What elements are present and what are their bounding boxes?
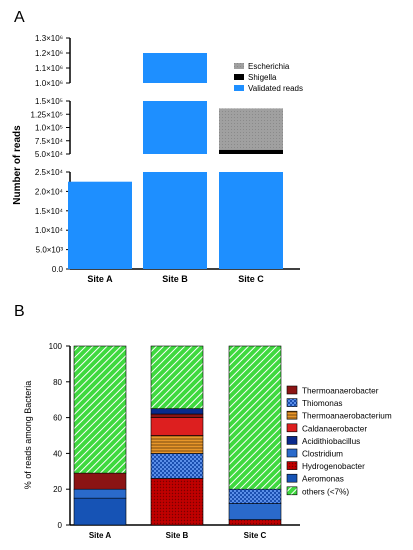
legend-swatch-aeromonas — [286, 473, 298, 483]
panel-a-ylabel: Number of reads — [12, 125, 23, 205]
panel-a-ytick-label: 1.2×10⁶ — [35, 49, 63, 58]
legend-swatch-clostridium — [286, 448, 298, 458]
bar-site-b-validated-reads-mid — [143, 101, 207, 154]
bar-site-c-escherichia — [219, 108, 283, 150]
panel-a-ytick-label: 1.25×10⁵ — [31, 110, 63, 119]
bar-site-b-validated-reads — [143, 172, 207, 269]
legend-swatch-thermoanaerobacterium — [286, 410, 298, 420]
panel-a-bars — [68, 53, 283, 269]
panel-a-ytick-label: 7.5×10⁴ — [35, 137, 64, 146]
legend-label-clostridium: Clostridium — [302, 450, 343, 459]
bar-site-b-hydrogenobacter — [150, 478, 204, 526]
bar-site-b-thermoanaerobacter — [150, 413, 204, 418]
bar-site-c-shigella — [219, 149, 283, 154]
legend-swatch-others-7 — [286, 486, 298, 496]
panel-a-xticks: Site A Site B Site C — [87, 274, 264, 284]
bar-site-b-validated-reads-top — [143, 53, 207, 83]
panel-a-xtick-site-a: Site A — [87, 274, 113, 284]
legend-label-acidithiobacillus: Acidithiobacillus — [302, 437, 360, 446]
panel-a-ytick-label: 2.0×10⁴ — [35, 187, 64, 196]
bar-site-a-others-7 — [73, 345, 127, 474]
panel-a-yticks: 0.0 5.0×10³ 1.0×10⁴ 1.5×10⁴ 2.0×10⁴ 2.5×10⁴ 5.… — [31, 34, 70, 274]
legend-label-escherichia: Escherichia — [248, 62, 290, 71]
panel-a-ytick-label: 1.1×10⁶ — [35, 64, 63, 73]
panel-b-ytick-label: 0 — [58, 521, 63, 530]
panel-b-ytick-label: 100 — [49, 342, 63, 351]
bar-site-a-validated-reads — [68, 181, 132, 269]
panel-a-ytick-label: 0.0 — [52, 265, 64, 274]
panel-b-ytick-label: 80 — [53, 378, 62, 387]
legend-label-caldanaerobacter: Caldanaerobacter — [302, 424, 367, 433]
bar-site-b-thiomonas — [150, 453, 204, 479]
bar-site-b-thermoanaerobacterium — [150, 435, 204, 454]
legend-label-others-7: others (<7%) — [302, 487, 349, 496]
panel-b-xticks: Site A Site B Site C — [89, 531, 267, 540]
legend-swatch-acidithiobacillus — [286, 436, 298, 445]
bar-site-b-others-7 — [150, 345, 204, 409]
legend-swatch-thermoanaerobacter — [286, 385, 298, 395]
panel-a-legend: Escherichia Shigella Validated reads — [234, 62, 303, 93]
panel-a-ytick-label: 1.0×10⁶ — [35, 79, 63, 88]
legend-swatch-shigella — [234, 74, 244, 80]
bar-site-c-validated-reads — [219, 172, 283, 269]
bar-site-c-others-7 — [228, 345, 282, 490]
panel-b-bars — [73, 345, 282, 526]
panel-a-ytick-label: 5.0×10³ — [36, 246, 64, 255]
legend-swatch-validated-reads — [234, 85, 244, 91]
panel-b-xtick-site-a: Site A — [89, 531, 112, 540]
panel-b-yticks: 0 20 40 60 80 100 — [49, 342, 70, 530]
bar-site-b-acidithiobacillus — [150, 408, 204, 415]
panel-a-xtick-site-c: Site C — [238, 274, 264, 284]
legend-swatch-caldanaerobacter — [286, 423, 298, 433]
legend-label-validated-reads: Validated reads — [248, 84, 303, 93]
panel-a-ytick-label: 5.0×10⁴ — [35, 150, 64, 159]
bar-site-a-aeromonas — [73, 497, 127, 526]
panel-a-ytick-label: 1.5×10⁴ — [35, 207, 64, 216]
legend-label-thermoanaerobacter: Thermoanaerobacter — [302, 387, 379, 396]
legend-swatch-escherichia — [234, 63, 244, 69]
panel-b-label: B — [14, 303, 25, 320]
panel-a-ytick-label: 1.3×10⁶ — [35, 34, 63, 43]
panel-b-ylabel: % of reads among Bacteria — [23, 381, 33, 490]
bar-site-c-thiomonas — [228, 488, 282, 504]
bar-site-c-clostridium — [228, 503, 282, 520]
panel-a-ytick-label: 1.0×10⁵ — [35, 124, 63, 133]
panel-b-ytick-label: 60 — [53, 414, 62, 423]
bar-site-a-clostridium — [73, 488, 127, 499]
panel-b-legend: Thermoanaerobacter Thiomonas Thermoanaerob… — [286, 385, 392, 496]
panel-b: B % of reads among Bacteria 0 20 40 60 80 100… — [14, 303, 392, 540]
panel-b-xtick-site-b: Site B — [166, 531, 189, 540]
panel-b-ytick-label: 40 — [53, 449, 62, 458]
legend-label-thermoanaerobacterium: Thermoanaerobacterium — [302, 412, 392, 421]
bar-site-b-caldanaerobacter — [150, 417, 204, 436]
legend-label-aeromonas: Aeromonas — [302, 475, 344, 484]
bar-site-c-hydrogenobacter — [228, 519, 282, 526]
panel-a-xtick-site-b: Site B — [162, 274, 188, 284]
panel-b-ytick-label: 20 — [53, 485, 62, 494]
panel-a-ytick-label: 2.5×10⁴ — [35, 168, 64, 177]
panel-a-label: A — [14, 9, 25, 26]
legend-swatch-thiomonas — [286, 398, 298, 407]
legend-label-hydrogenobacter: Hydrogenobacter — [302, 462, 365, 471]
panel-a: A Number of reads 0.0 5.0×10³ 1.0×10⁴ 1.5×1… — [12, 9, 303, 284]
bar-site-a-thermoanaerobacter — [73, 472, 127, 490]
panel-b-xtick-site-c: Site C — [244, 531, 267, 540]
panel-a-ytick-label: 1.5×10⁵ — [35, 97, 63, 106]
panel-a-ytick-label: 1.0×10⁴ — [35, 226, 64, 235]
legend-label-shigella: Shigella — [248, 73, 277, 82]
legend-swatch-hydrogenobacter — [286, 461, 298, 470]
legend-label-thiomonas: Thiomonas — [302, 399, 343, 408]
